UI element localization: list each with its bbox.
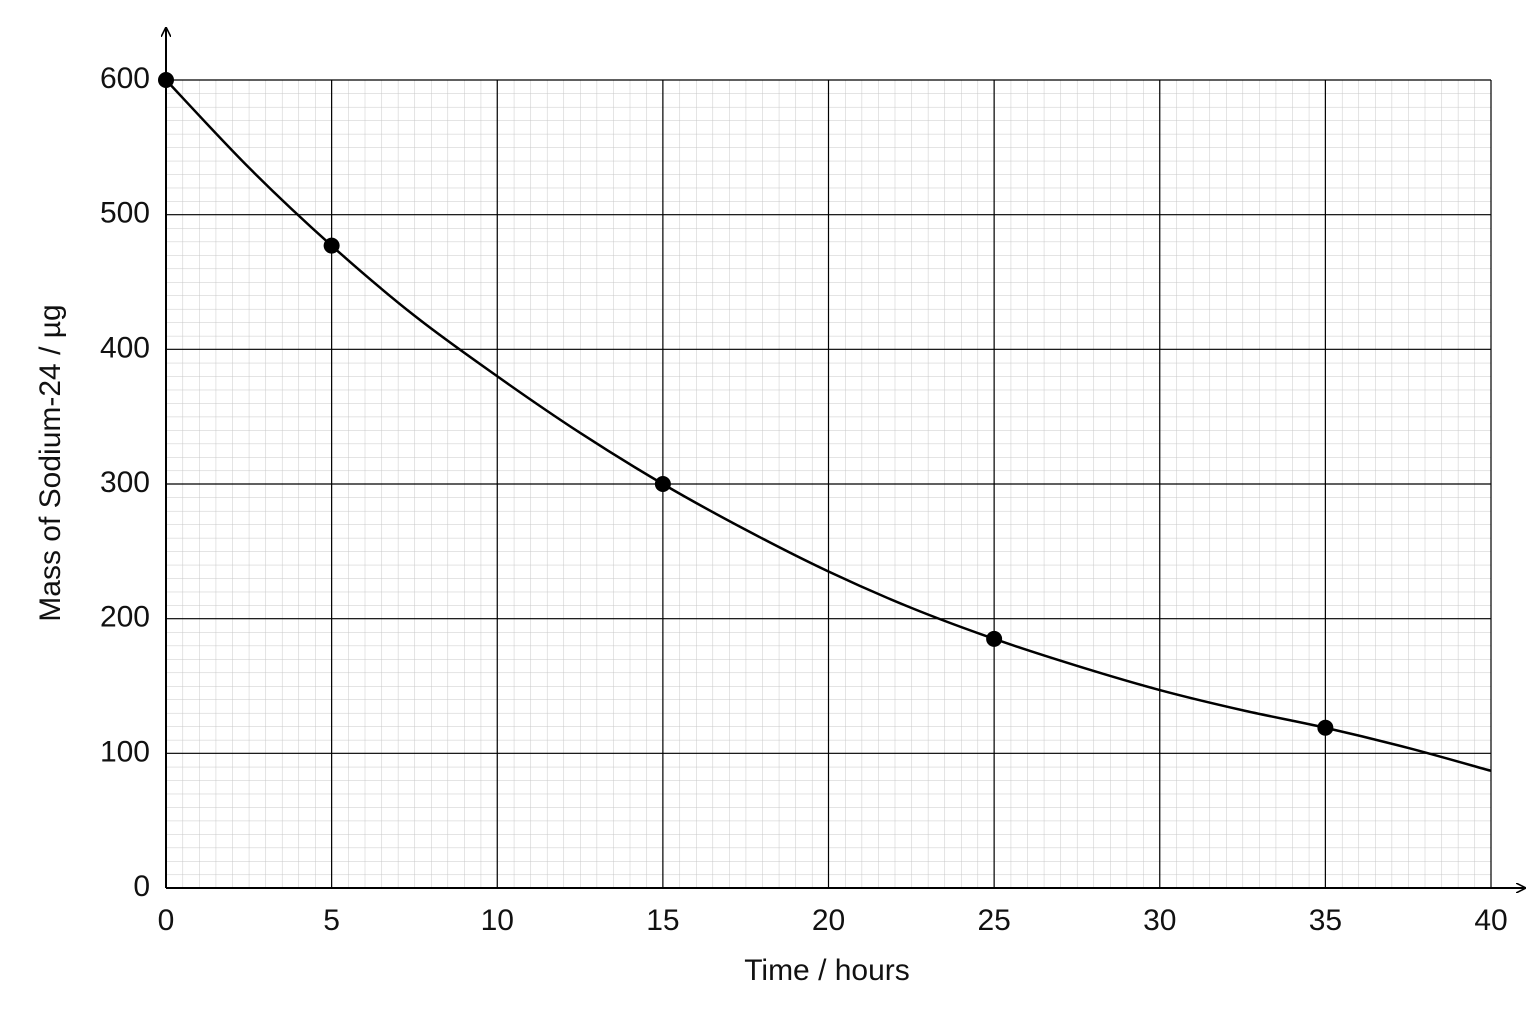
y-axis-label: Mass of Sodium-24 / µg (34, 304, 67, 621)
y-tick-label: 100 (100, 735, 150, 768)
x-tick-label: 20 (812, 904, 845, 937)
y-tick-label: 500 (100, 197, 150, 230)
x-tick-label: 15 (646, 904, 679, 937)
x-tick-label: 40 (1474, 904, 1507, 937)
x-tick-label: 30 (1143, 904, 1176, 937)
y-tick-label: 600 (100, 62, 150, 95)
y-tick-label: 400 (100, 331, 150, 364)
x-tick-label: 25 (977, 904, 1010, 937)
data-point (158, 72, 174, 88)
x-tick-label: 5 (323, 904, 340, 937)
x-tick-label: 0 (158, 904, 175, 937)
y-tick-label: 300 (100, 466, 150, 499)
x-axis-label: Time / hours (744, 954, 910, 987)
x-tick-label: 35 (1309, 904, 1342, 937)
y-tick-label: 0 (133, 870, 150, 903)
x-tick-label: 10 (481, 904, 514, 937)
decay-curve (165, 79, 1492, 773)
data-point (986, 630, 1003, 647)
data-point (323, 237, 340, 254)
data-point (654, 476, 671, 492)
data-point (1317, 719, 1334, 736)
y-tick-label: 200 (100, 601, 150, 634)
